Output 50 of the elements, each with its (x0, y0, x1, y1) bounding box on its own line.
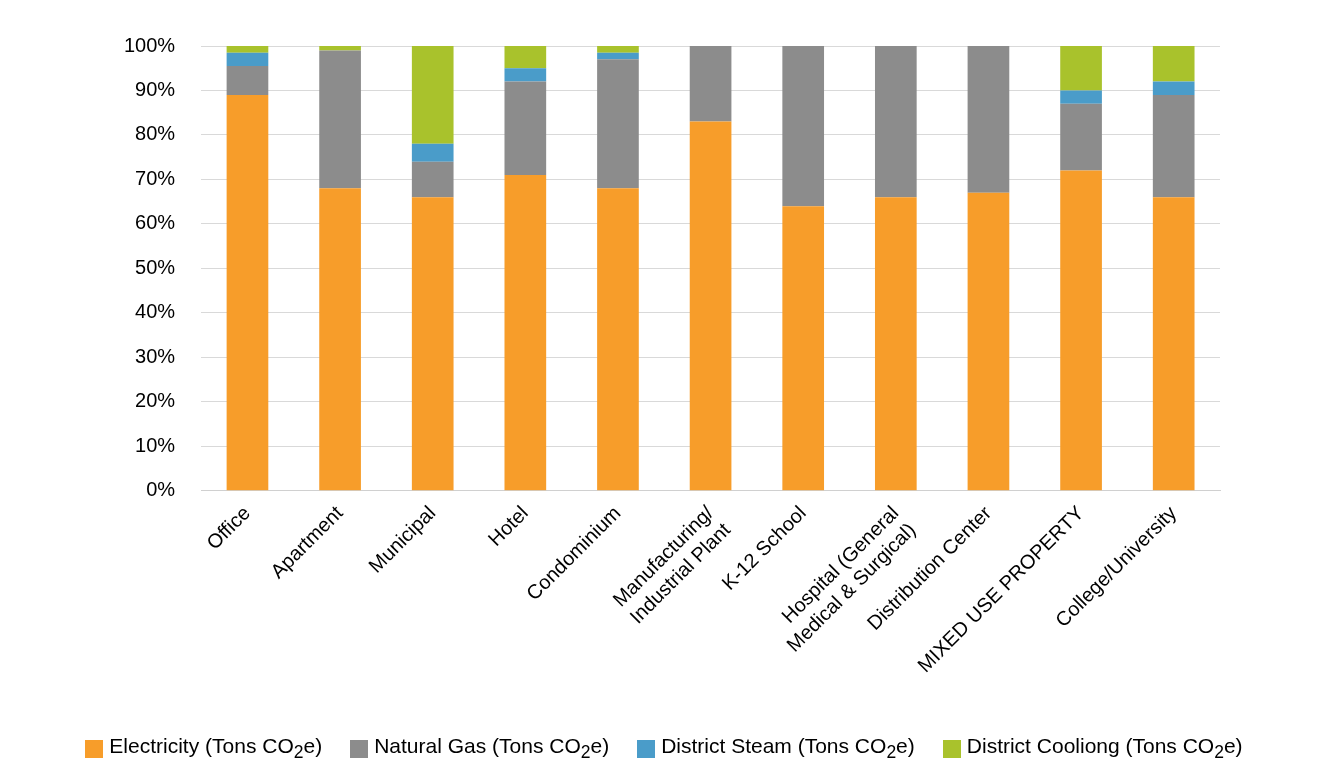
bar (1152, 46, 1195, 82)
bar (504, 81, 547, 175)
bar (874, 46, 917, 198)
bar (782, 46, 825, 207)
y-tick-label: 30% (135, 344, 176, 367)
y-tick-label: 20% (135, 389, 176, 412)
y-tick-label: 80% (135, 122, 176, 145)
y-tick-label: 0% (146, 478, 176, 501)
y-tick-label: 90% (135, 78, 176, 100)
legend-label: District Cooliong (Tons CO$_{2}$e) (966, 734, 1243, 764)
bar (597, 59, 639, 189)
bar (874, 197, 917, 491)
bar (504, 68, 547, 82)
bar (411, 197, 454, 491)
bar (597, 52, 639, 60)
y-tick-label: 70% (135, 166, 176, 189)
bar (319, 46, 361, 51)
bar (319, 188, 361, 491)
y-tick-label: 10% (135, 433, 176, 456)
bar (226, 94, 269, 491)
y-tick-label: 100% (124, 33, 176, 56)
bar (226, 66, 269, 95)
bar (411, 143, 454, 162)
bar (226, 46, 269, 53)
bar (597, 46, 639, 53)
bar (1152, 94, 1195, 198)
bar (967, 192, 1010, 491)
y-tick-label: 50% (135, 255, 176, 278)
bar (967, 46, 1010, 193)
bar (1060, 170, 1102, 491)
y-tick-label: 60% (135, 211, 176, 234)
bar (504, 46, 547, 69)
bar (1060, 103, 1102, 171)
bar (319, 50, 361, 189)
bar (226, 52, 269, 67)
legend-label: Natural Gas (Tons CO$_{2}$e) (374, 734, 610, 764)
legend-label: Electricity (Tons CO$_{2}$e) (109, 734, 323, 764)
bar (1152, 197, 1195, 491)
bar (1152, 81, 1195, 95)
bar (411, 46, 454, 144)
bar (597, 188, 639, 491)
bar (1060, 46, 1102, 91)
y-tick-label: 40% (135, 300, 176, 323)
bar (504, 174, 547, 491)
bar (411, 161, 454, 198)
bar (689, 121, 732, 491)
bar (782, 206, 825, 491)
bar (1060, 90, 1102, 104)
bar (689, 46, 732, 122)
legend-label: District Steam (Tons CO$_{2}$e) (661, 734, 915, 764)
